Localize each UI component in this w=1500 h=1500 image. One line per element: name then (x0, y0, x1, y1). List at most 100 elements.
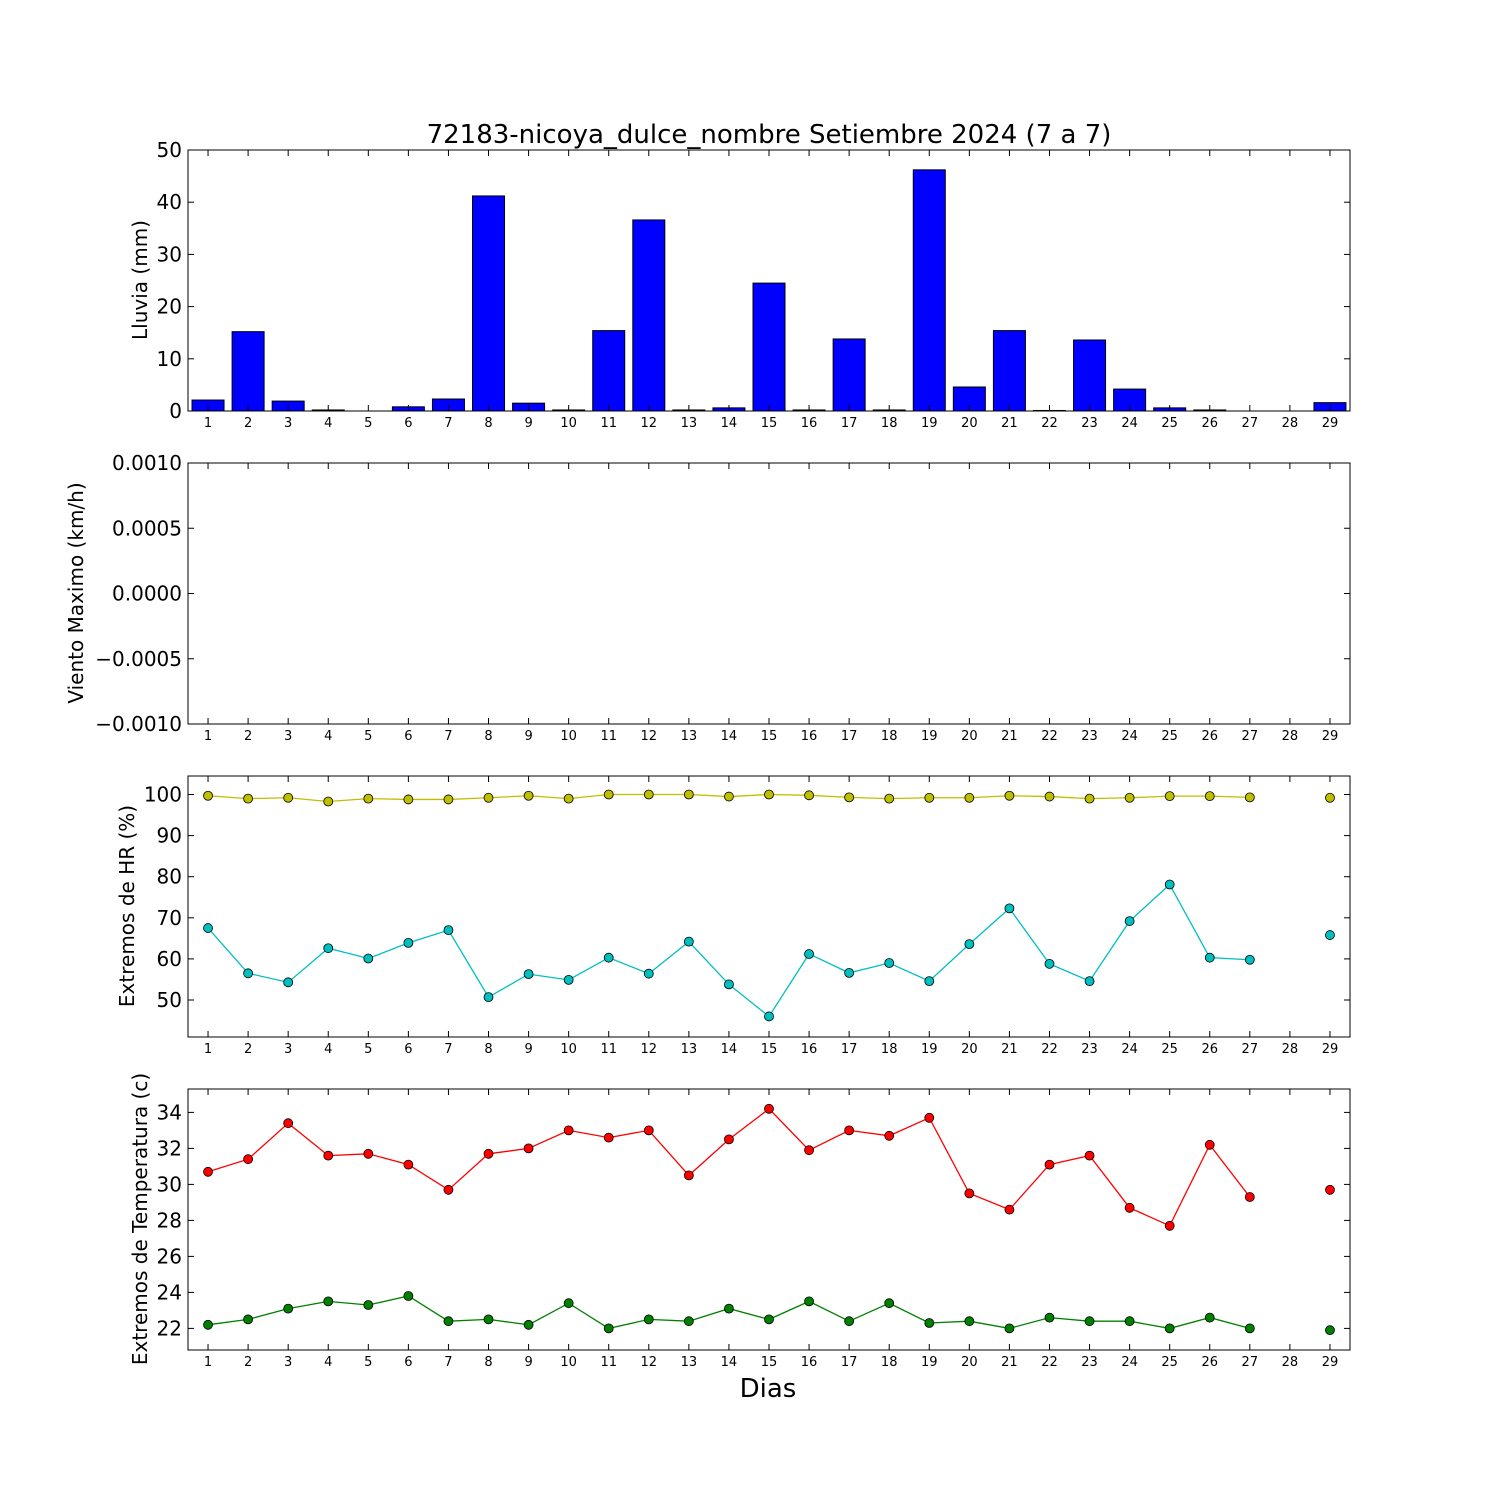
temperature-x-tick-label: 22 (1041, 1355, 1058, 1370)
humidity-series-0-point (924, 792, 935, 803)
temperature-series-0-point (1084, 1150, 1095, 1161)
wind-y-tick-label: −0.0005 (95, 647, 182, 671)
wind-x-tick-label: 19 (921, 729, 938, 744)
temperature-x-tick-label: 27 (1242, 1355, 1259, 1370)
humidity-series-1-point (1084, 976, 1095, 987)
rain-x-tick-label: 21 (1001, 416, 1018, 431)
humidity-series-0-point (884, 793, 895, 804)
rain-bar (912, 169, 946, 412)
humidity-x-tick-label: 15 (761, 1042, 778, 1057)
rain-x-tick-label: 6 (404, 416, 412, 431)
humidity-x-tick-label: 25 (1161, 1042, 1178, 1057)
wind-x-tick-label: 10 (560, 729, 577, 744)
temperature-series-0-point (1244, 1192, 1255, 1202)
rain-x-tick-label: 12 (641, 416, 658, 431)
humidity-series-0-point (363, 793, 374, 804)
temperature-x-tick-label: 16 (801, 1355, 818, 1370)
wind-y-tick-label: 0.0000 (112, 582, 182, 606)
temperature-series-0-point (203, 1166, 213, 1177)
rain-x-tick-label: 11 (600, 416, 617, 431)
rain-y-tick-label: 50 (157, 138, 182, 162)
rain-x-tick-label: 1 (204, 416, 212, 431)
rain-x-tick-label: 3 (284, 416, 292, 431)
humidity-x-tick-label: 27 (1242, 1042, 1259, 1057)
humidity-series-0-point (603, 789, 614, 800)
wind-x-tick-label: 4 (324, 729, 332, 744)
temperature-series-0-point (844, 1125, 855, 1136)
rain-x-tick-label: 8 (484, 416, 492, 431)
rain-x-tick-label: 5 (364, 416, 372, 431)
temperature-x-tick-label: 11 (600, 1355, 617, 1370)
humidity-x-tick-label: 18 (881, 1042, 898, 1057)
humidity-series-0-point (523, 790, 534, 801)
humidity-series-0-point (1084, 793, 1095, 804)
temperature-x-tick-label: 23 (1081, 1355, 1098, 1370)
humidity-series-1-point (884, 958, 895, 968)
rain-y-tick-label: 10 (157, 347, 182, 371)
rain-x-tick-label: 18 (881, 416, 898, 431)
humidity-x-tick-label: 29 (1322, 1042, 1339, 1057)
temperature-y-tick-label: 28 (157, 1208, 182, 1232)
temperature-series-1-point (363, 1300, 374, 1310)
humidity-series-1-point (1204, 952, 1215, 963)
rain-x-tick-label: 24 (1121, 416, 1138, 431)
temperature-series-1-point (243, 1314, 254, 1325)
wind-x-tick-label: 21 (1001, 729, 1018, 744)
temperature-series-1-point (1164, 1323, 1175, 1334)
humidity-series-1-point (403, 937, 414, 948)
wind-x-tick-label: 25 (1161, 729, 1178, 744)
rain-x-tick-label: 15 (761, 416, 778, 431)
humidity-x-tick-label: 28 (1282, 1042, 1299, 1057)
wind-x-tick-label: 6 (404, 729, 412, 744)
humidity-series-0-point (323, 796, 334, 807)
wind-x-tick-label: 9 (524, 729, 532, 744)
rain-x-tick-label: 22 (1041, 416, 1058, 431)
temperature-y-tick-label: 24 (157, 1280, 182, 1304)
temperature-series-0-point (403, 1159, 414, 1170)
humidity-y-tick-label: 50 (157, 988, 182, 1012)
humidity-series-1-point (603, 952, 614, 963)
wind-x-tick-label: 5 (364, 729, 372, 744)
temperature-series-1-point (964, 1316, 975, 1327)
humidity-x-tick-label: 9 (524, 1042, 532, 1057)
temperature-series-1-point (1124, 1316, 1135, 1327)
chart-title: 72183-nicoya_dulce_nombre Setiembre 2024… (427, 120, 1112, 150)
temperature-x-tick-label: 9 (524, 1355, 532, 1370)
temperature-series-1-point (724, 1303, 734, 1314)
humidity-x-tick-label: 26 (1201, 1042, 1218, 1057)
rain-bar (832, 338, 866, 412)
rain-x-tick-label: 13 (681, 416, 698, 431)
wind-x-tick-label: 2 (244, 729, 252, 744)
humidity-series-1-point (643, 968, 654, 979)
humidity-x-tick-label: 11 (600, 1042, 617, 1057)
humidity-series-1-point (1164, 879, 1175, 890)
humidity-x-tick-label: 19 (921, 1042, 938, 1057)
humidity-series-0-point (1044, 791, 1055, 802)
wind-x-tick-label: 28 (1282, 729, 1299, 744)
temperature-x-tick-label: 15 (761, 1355, 778, 1370)
humidity-series-0-point (1004, 790, 1015, 801)
rain-bar (231, 331, 265, 412)
temperature-x-tick-label: 18 (881, 1355, 898, 1370)
temperature-series-1-point (523, 1319, 534, 1330)
temperature-x-tick-label: 17 (841, 1355, 858, 1370)
temperature-series-0-point (764, 1103, 774, 1114)
humidity-x-tick-label: 13 (681, 1042, 698, 1057)
rain-bar (992, 330, 1026, 412)
rain-x-tick-label: 10 (560, 416, 577, 431)
temperature-x-tick-label: 12 (641, 1355, 658, 1370)
temperature-series-1-point (403, 1291, 414, 1301)
humidity-series-1-point (563, 974, 574, 985)
temperature-x-tick-label: 28 (1282, 1355, 1299, 1370)
humidity-series-1-point (724, 979, 734, 990)
humidity-x-tick-label: 23 (1081, 1042, 1098, 1057)
rain-x-tick-label: 28 (1282, 416, 1299, 431)
temperature-x-tick-label: 13 (681, 1355, 698, 1370)
temperature-series-0-point (323, 1150, 334, 1161)
humidity-series-1-point (243, 968, 254, 979)
temperature-series-1-point (203, 1319, 213, 1330)
wind-x-tick-label: 18 (881, 729, 898, 744)
rain-x-tick-label: 16 (801, 416, 818, 431)
temperature-y-tick-label: 32 (157, 1136, 182, 1160)
